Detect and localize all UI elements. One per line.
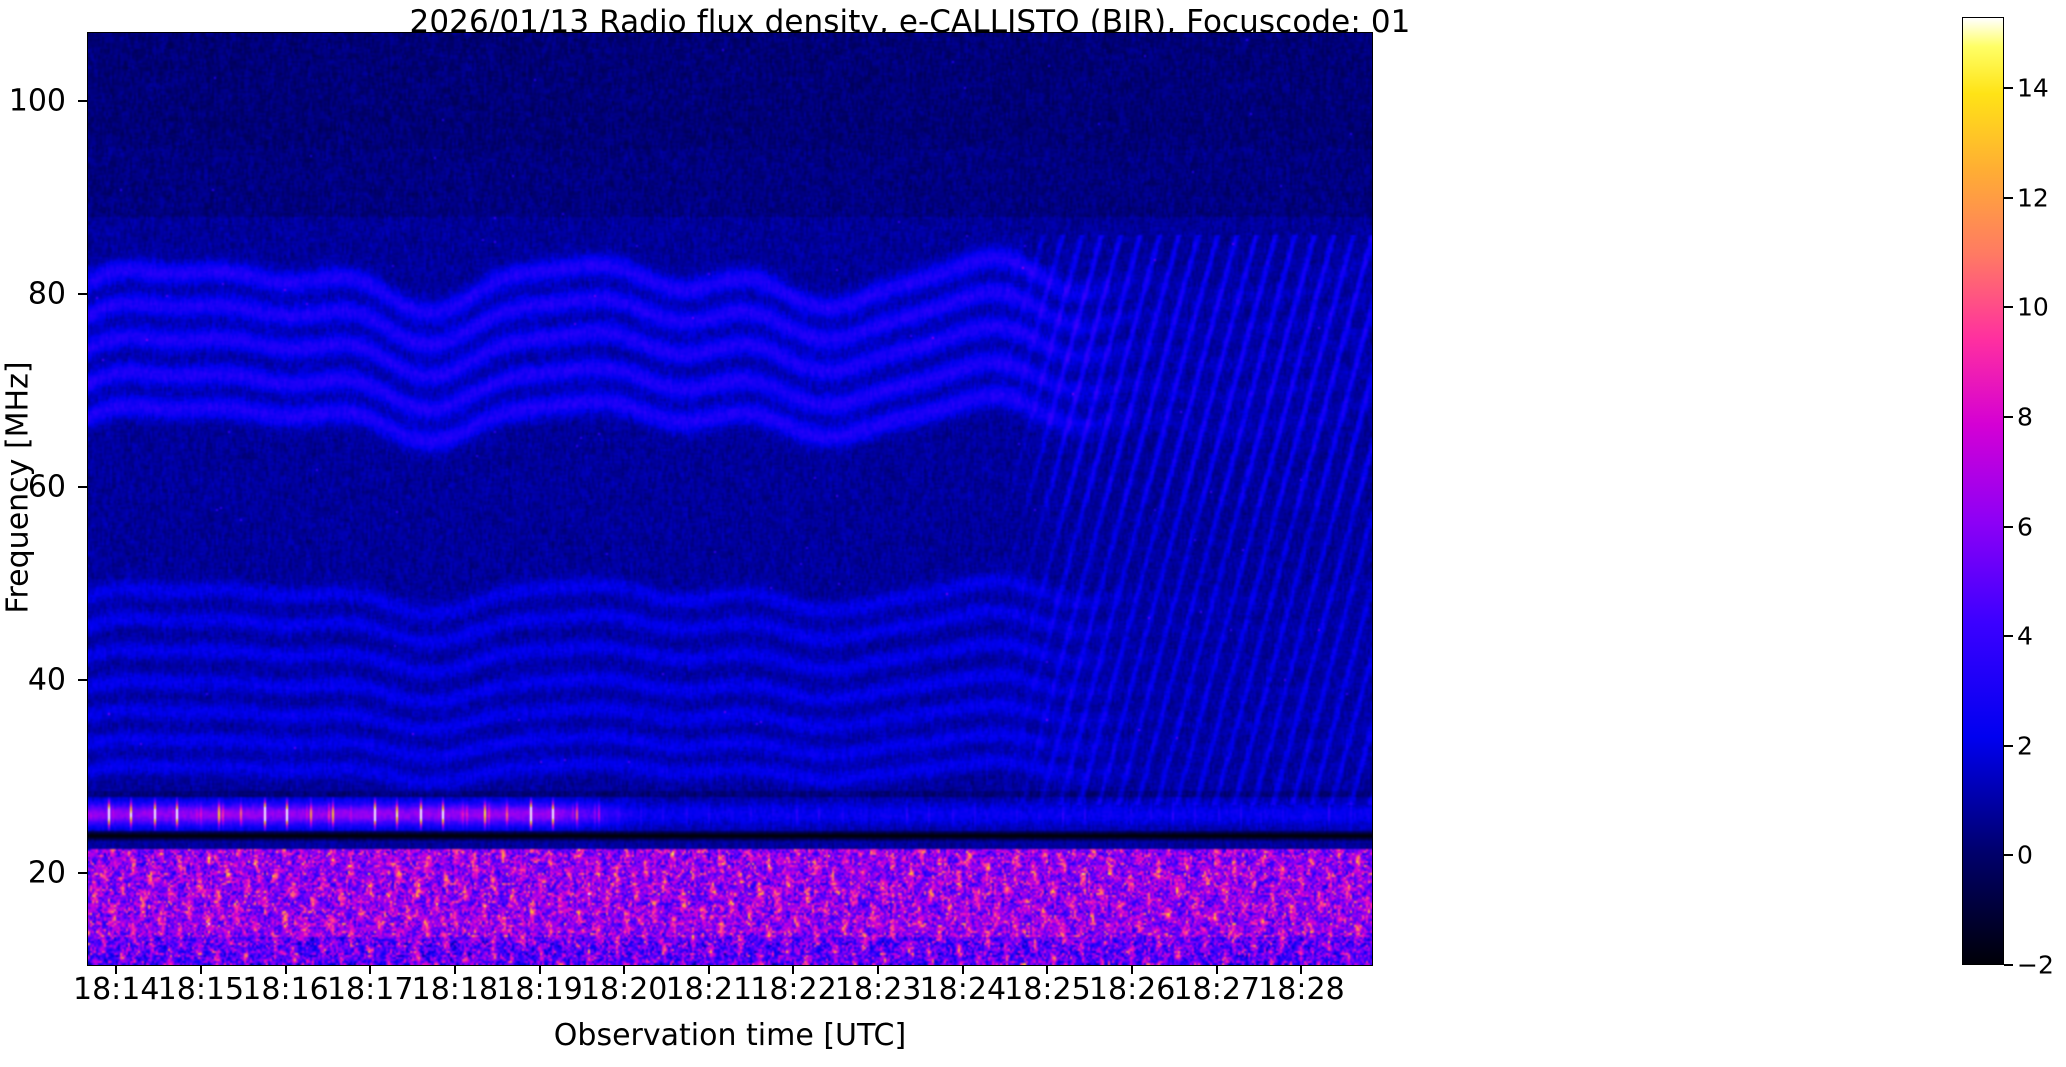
colorbar-tick-mark bbox=[2004, 964, 2013, 966]
y-axis-label: Frequency [MHz] bbox=[0, 361, 36, 614]
x-axis-tick-label: 18:15 bbox=[157, 972, 245, 1007]
y-axis-tick-mark bbox=[78, 292, 88, 295]
x-axis-tick-mark bbox=[1215, 965, 1218, 974]
x-axis-tick-label: 18:18 bbox=[411, 972, 499, 1007]
y-axis-tick-label: 20 bbox=[27, 855, 66, 891]
x-axis-tick-mark bbox=[877, 965, 880, 974]
y-axis-tick-label: 100 bbox=[8, 83, 66, 119]
y-axis-tick-mark bbox=[78, 99, 88, 102]
colorbar-tick-label: −2 bbox=[2017, 950, 2054, 980]
x-axis-tick-label: 18:14 bbox=[72, 972, 160, 1007]
colorbar-tick-mark bbox=[2004, 854, 2013, 857]
x-axis-tick-label: 18:26 bbox=[1088, 972, 1176, 1007]
colorbar-tick-label: 10 bbox=[2017, 292, 2049, 322]
x-axis-tick-mark bbox=[707, 965, 710, 974]
x-axis-label: Observation time [UTC] bbox=[553, 1018, 907, 1053]
x-axis-tick-label: 18:22 bbox=[750, 972, 837, 1007]
colorbar-tick-label: 4 bbox=[2017, 621, 2033, 651]
y-axis-tick-label: 60 bbox=[27, 469, 66, 505]
colorbar-tick-mark bbox=[2004, 635, 2013, 638]
colorbar-tick-label: 6 bbox=[2017, 512, 2033, 542]
colorbar-tick-mark bbox=[2004, 306, 2013, 309]
x-axis-tick-label: 18:27 bbox=[1173, 972, 1261, 1007]
colorbar-tick-mark bbox=[2004, 196, 2013, 199]
spectrogram-image bbox=[88, 33, 1372, 965]
x-axis-tick-label: 18:21 bbox=[665, 972, 753, 1007]
y-axis-tick-mark bbox=[78, 679, 88, 682]
y-axis-tick-mark bbox=[78, 485, 88, 488]
x-axis-tick-label: 18:23 bbox=[834, 972, 922, 1007]
colorbar-tick-label: 12 bbox=[2017, 183, 2049, 213]
x-axis-tick-mark bbox=[115, 965, 118, 974]
x-axis-tick-labels: 18:14 18:15 18:16 18:17 18:18 18:19 18:20 18:21… bbox=[73, 972, 1372, 1018]
y-axis-tick-label: 40 bbox=[27, 662, 66, 698]
x-axis-tick-mark bbox=[792, 965, 795, 974]
x-axis-tick-label: 18:16 bbox=[242, 972, 329, 1007]
x-axis-tick-label: 18:28 bbox=[1258, 972, 1345, 1007]
y-axis-tick-label: 80 bbox=[27, 276, 66, 312]
spectrogram-plot-area bbox=[88, 33, 1372, 965]
y-axis-tick-mark bbox=[78, 872, 88, 875]
colorbar-tick-label: 2 bbox=[2017, 731, 2033, 761]
x-axis-tick-label: 18:24 bbox=[919, 972, 1007, 1007]
x-axis-tick-mark bbox=[1046, 965, 1049, 974]
x-axis-tick-marks bbox=[88, 965, 1372, 975]
x-axis-tick-mark bbox=[1131, 965, 1134, 974]
x-axis-tick-mark bbox=[453, 965, 456, 974]
x-axis-tick-label: 18:19 bbox=[496, 972, 583, 1007]
x-axis-tick-mark bbox=[199, 965, 202, 974]
x-axis-tick-mark bbox=[284, 965, 287, 974]
colorbar-tick-labels: 14 12 10 8 6 4 2 0 −2 bbox=[2004, 17, 2064, 980]
colorbar bbox=[1962, 17, 2004, 965]
colorbar-tick-mark bbox=[2004, 416, 2013, 419]
x-axis-tick-label: 18:25 bbox=[1004, 972, 1091, 1007]
colorbar-tick-label: 14 bbox=[2017, 73, 2049, 103]
colorbar-tick-mark bbox=[2004, 744, 2013, 747]
y-axis-tick-marks bbox=[78, 33, 88, 965]
colorbar-tick-label: 8 bbox=[2017, 402, 2033, 432]
x-axis-tick-mark bbox=[369, 965, 372, 974]
colorbar-tick-label: 0 bbox=[2017, 840, 2033, 870]
colorbar-gradient bbox=[1963, 18, 2003, 964]
x-axis-tick-label: 18:20 bbox=[580, 972, 668, 1007]
colorbar-tick-mark bbox=[2004, 525, 2013, 528]
x-axis-tick-mark bbox=[961, 965, 964, 974]
x-axis-tick-mark bbox=[538, 965, 541, 974]
x-axis-tick-mark bbox=[1300, 965, 1303, 974]
y-axis-tick-labels: 100 80 60 40 20 bbox=[0, 33, 80, 965]
x-axis-tick-mark bbox=[623, 965, 626, 974]
x-axis-tick-label: 18:17 bbox=[326, 972, 414, 1007]
colorbar-tick-mark bbox=[2004, 87, 2013, 90]
